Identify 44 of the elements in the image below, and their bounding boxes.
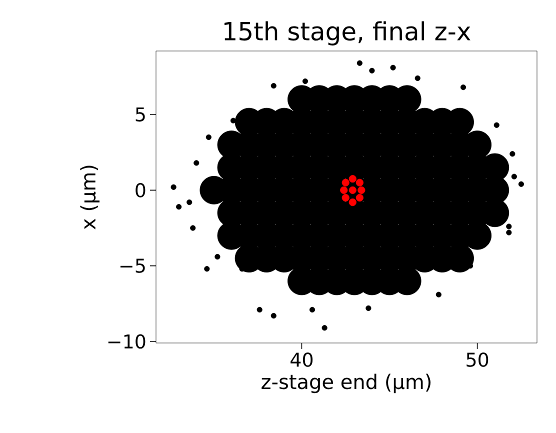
- point: [506, 224, 512, 230]
- point: [342, 178, 350, 186]
- y-tick-label: 5: [136, 107, 145, 122]
- chart-title: 15th stage, final z-x: [224, 21, 470, 46]
- point: [390, 64, 396, 70]
- point: [358, 186, 366, 194]
- point: [356, 60, 362, 66]
- point: [309, 306, 316, 312]
- point: [256, 306, 262, 312]
- point: [342, 194, 350, 202]
- point: [186, 199, 192, 206]
- point: [518, 181, 524, 187]
- x-tick-label: 50: [466, 352, 488, 367]
- point: [190, 225, 196, 231]
- x-tick-label: 40: [290, 352, 313, 367]
- point: [348, 175, 356, 183]
- point: [214, 254, 220, 260]
- y-tick-label: −10: [108, 334, 146, 349]
- point: [510, 151, 516, 157]
- point: [270, 82, 276, 89]
- point: [194, 160, 200, 166]
- point: [206, 134, 212, 140]
- point: [356, 194, 364, 202]
- point: [170, 184, 176, 190]
- y-axis-title: x (μm): [80, 166, 100, 230]
- point: [366, 305, 372, 311]
- point: [369, 68, 375, 74]
- point: [460, 84, 466, 90]
- point: [176, 204, 182, 210]
- point: [204, 266, 210, 272]
- point: [436, 292, 442, 298]
- point: [348, 198, 356, 206]
- y-tick-label: −5: [120, 258, 145, 273]
- point: [356, 178, 364, 186]
- y-tick-label: 0: [136, 183, 146, 198]
- point: [270, 312, 276, 319]
- point: [414, 75, 420, 82]
- point: [340, 186, 348, 194]
- point: [302, 78, 308, 84]
- point: [511, 174, 517, 180]
- point: [494, 122, 500, 128]
- point: [322, 325, 328, 331]
- point: [506, 230, 512, 236]
- x-axis-title: z-stage end (μm): [262, 374, 430, 394]
